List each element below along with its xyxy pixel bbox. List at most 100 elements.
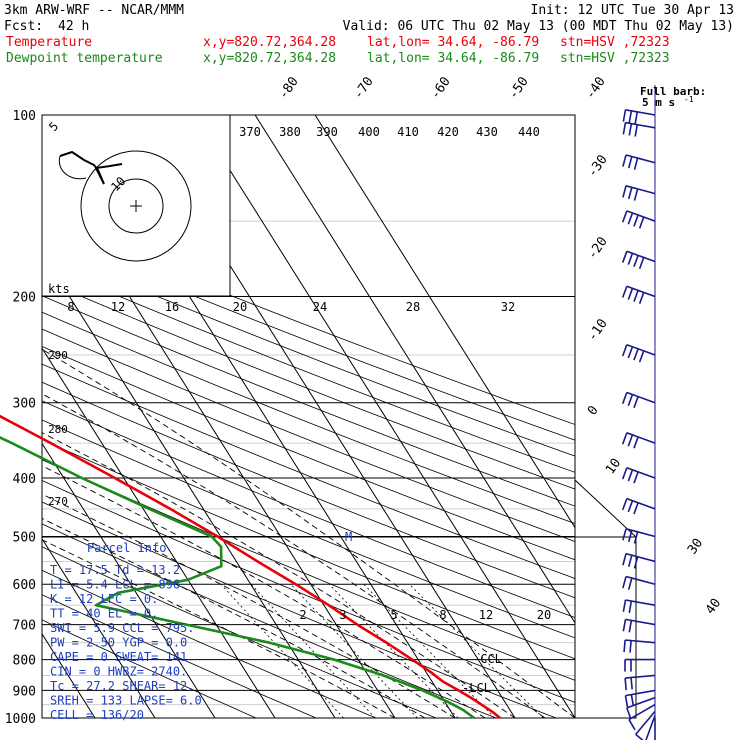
barb-staff: [626, 467, 656, 479]
isotherm--10: [42, 251, 336, 718]
temperature-stn: stn=HSV ,72323: [560, 35, 670, 50]
barb-flag: [628, 123, 633, 136]
barb-flag: [622, 122, 627, 135]
barb-flag: [627, 346, 634, 359]
barb-flag: [627, 530, 633, 543]
barb-staff: [625, 575, 656, 585]
barb-staff: [635, 710, 656, 735]
dry-adiabat-370: [42, 363, 575, 579]
m-annotation: M: [345, 530, 352, 544]
isotherm-label-2: -60: [428, 74, 454, 102]
wind-barb: [624, 674, 656, 691]
parcel-row-2: K = 12 LFC = 0.: [50, 592, 158, 606]
isotherm-label-4: -40: [583, 74, 609, 102]
theta-low-label-0: 290: [48, 349, 68, 362]
barb-flag: [634, 124, 639, 137]
hodo-ring-0: [80, 150, 192, 262]
barb-flag: [633, 471, 639, 484]
barb-staff: [626, 210, 656, 222]
dry-adiabat-350: [42, 400, 575, 619]
barb-flag: [633, 556, 639, 569]
barb-staff: [626, 497, 656, 510]
wind-barb: [622, 552, 656, 569]
hodo-speed-label-3: 20: [233, 300, 247, 314]
barb-staff: [625, 618, 656, 626]
wind-barb: [628, 703, 656, 731]
series-layer: [0, 414, 501, 720]
hodo-speed-label-1: 12: [111, 300, 125, 314]
parcel-row-4: SWI = 5.9 CCL = 795.: [50, 621, 195, 635]
barb-flag: [633, 290, 639, 302]
mixing-ratio-20: [409, 583, 544, 718]
dry-adiabat-250: [42, 619, 257, 718]
barb-flag: [628, 620, 633, 633]
wind-barb: [622, 109, 656, 124]
barb-flag: [638, 292, 645, 304]
barb-flag: [622, 185, 627, 198]
barb-staff: [626, 250, 656, 263]
barb-staff: [626, 391, 656, 404]
ccl-annotation: -CCL: [473, 652, 502, 666]
wind-barb: [624, 689, 656, 708]
dry-adiabat-420: [42, 279, 575, 490]
theta-label-5: 420: [437, 125, 459, 139]
wind-barb: [654, 718, 656, 740]
pressure-label-700: 700: [13, 619, 36, 634]
barb-flag: [638, 350, 645, 363]
wind-barb: [635, 710, 656, 740]
isotherm-label-6: -20: [585, 234, 611, 262]
hodograph: 510: [41, 114, 231, 297]
pressure-label-400: 400: [13, 472, 36, 487]
barb-flag: [624, 677, 627, 691]
hodo-speed-label-4: 24: [313, 300, 327, 314]
theta-low-label-1: 280: [48, 423, 68, 436]
parcel-row-8: Tc = 27.2 SHEAR= 12.: [50, 679, 195, 693]
model-title: 3km ARW-WRF -- NCAR/MMM: [4, 3, 184, 18]
isotherm-label-5: -30: [585, 152, 611, 180]
barb-flag: [627, 288, 634, 300]
dry-adiabat-440: [42, 247, 575, 457]
barb-flag: [627, 394, 634, 407]
hodo-speed-label-6: 32: [501, 300, 515, 314]
wind-barb: [622, 185, 656, 201]
wind-barb: [622, 618, 656, 633]
barb-flag: [633, 188, 639, 201]
barb-flag: [630, 677, 633, 690]
barb-flag: [633, 157, 639, 170]
barb-flag: [621, 251, 628, 263]
barb-flag: [638, 257, 645, 269]
mixing-label-1: 3: [339, 608, 346, 622]
theta-label-2: 390: [316, 125, 338, 139]
barb-staff: [625, 639, 656, 644]
dry-adiabat-430: [42, 263, 575, 473]
dewpoint-profile: [0, 436, 475, 720]
parcel-row-10: CELL = 136/20: [50, 708, 144, 722]
barb-flag: [633, 348, 639, 361]
hodo-speed-label-5: 28: [406, 300, 420, 314]
pressure-label-600: 600: [13, 578, 36, 593]
mixing-label-0: 2: [299, 608, 306, 622]
barb-flag: [629, 640, 632, 653]
mixing-label-3: 8: [439, 608, 446, 622]
barb-legend-line1: Full barb:: [640, 85, 706, 98]
pressure-label-500: 500: [13, 530, 36, 545]
barb-legend-exp: -1: [684, 95, 694, 104]
dry-adiabat-270: [42, 569, 377, 718]
barb-flag: [622, 154, 627, 167]
mixing-label-4: 12: [479, 608, 493, 622]
barb-staff: [626, 696, 656, 709]
barb-flag: [628, 600, 633, 613]
dewpoint-legend: Dewpoint temperature: [6, 51, 163, 66]
init-time: Init: 12 UTC Tue 30 Apr 13: [531, 3, 735, 18]
dry-adiabat-380: [42, 345, 575, 561]
barb-flag: [627, 500, 634, 513]
barb-flag: [638, 216, 645, 229]
hodo-trace-thin: [58, 155, 87, 180]
wind-barb: [622, 575, 656, 590]
barb-staff: [645, 715, 656, 740]
pressure-label-900: 900: [13, 684, 36, 699]
barb-flag: [621, 392, 628, 404]
barb-staff: [626, 285, 656, 298]
hodo-kts-label: kts: [48, 282, 70, 296]
